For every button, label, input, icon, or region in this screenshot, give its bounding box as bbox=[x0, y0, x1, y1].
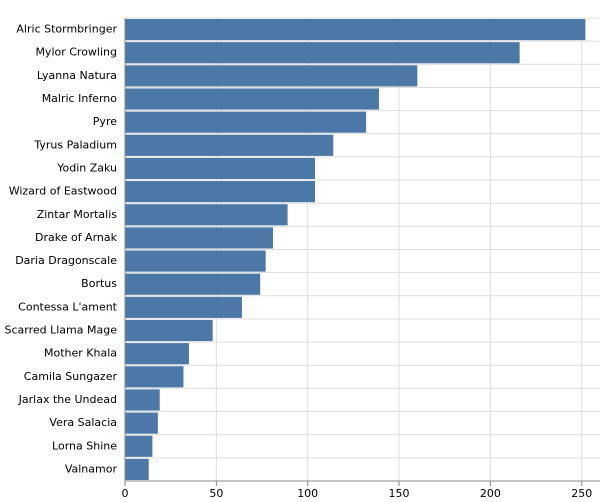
x-tick-label: 0 bbox=[122, 487, 129, 500]
y-tick-label: Contessa L'ament bbox=[18, 300, 118, 313]
bar bbox=[125, 366, 184, 388]
bar bbox=[125, 88, 379, 110]
bar bbox=[125, 157, 315, 180]
bar bbox=[125, 111, 367, 133]
bar bbox=[125, 296, 242, 318]
bar bbox=[125, 227, 273, 249]
y-tick-label: Yodin Zaku bbox=[56, 161, 117, 174]
y-tick-label: Scarred Llama Mage bbox=[5, 324, 118, 337]
y-tick-label: Drake of Arnak bbox=[35, 231, 118, 244]
bar bbox=[125, 343, 189, 365]
x-tick-label: 250 bbox=[571, 487, 592, 500]
y-tick-label: Malric Inferno bbox=[42, 92, 118, 105]
y-tick-label: Bortus bbox=[81, 277, 117, 290]
bar bbox=[125, 181, 315, 203]
y-tick-label: Mylor Crowling bbox=[35, 46, 117, 59]
x-tick-label: 150 bbox=[389, 487, 410, 500]
bar bbox=[125, 412, 158, 434]
bar bbox=[125, 273, 261, 295]
y-tick-label: Alric Stormbringer bbox=[16, 23, 117, 36]
bar bbox=[125, 65, 418, 87]
bar bbox=[125, 389, 160, 411]
y-tick-label: Pyre bbox=[93, 115, 117, 128]
y-tick-label: Vera Salacia bbox=[49, 416, 117, 429]
bar bbox=[125, 42, 520, 64]
y-tick-label: Lorna Shine bbox=[52, 439, 117, 452]
bar bbox=[125, 19, 586, 41]
bar bbox=[125, 458, 149, 480]
y-tick-label: Zintar Mortalis bbox=[37, 208, 118, 221]
x-tick-label: 100 bbox=[297, 487, 318, 500]
y-tick-label: Jarlax the Undead bbox=[18, 393, 117, 406]
bar bbox=[125, 250, 266, 272]
y-tick-label: Camila Sungazer bbox=[24, 370, 118, 383]
y-tick-label: Daria Dragonscale bbox=[15, 254, 117, 267]
y-tick-label: Valnamor bbox=[65, 462, 118, 475]
bar bbox=[125, 134, 334, 156]
x-tick-label: 50 bbox=[209, 487, 223, 500]
y-tick-label: Lyanna Natura bbox=[37, 69, 117, 82]
bar bbox=[125, 319, 213, 342]
y-tick-label: Wizard of Eastwood bbox=[9, 185, 117, 198]
bar bbox=[125, 204, 288, 226]
y-tick-label: Tyrus Paladium bbox=[33, 138, 117, 151]
x-tick-label: 200 bbox=[480, 487, 501, 500]
y-tick-label: Mother Khala bbox=[44, 347, 117, 360]
bar bbox=[125, 435, 153, 457]
